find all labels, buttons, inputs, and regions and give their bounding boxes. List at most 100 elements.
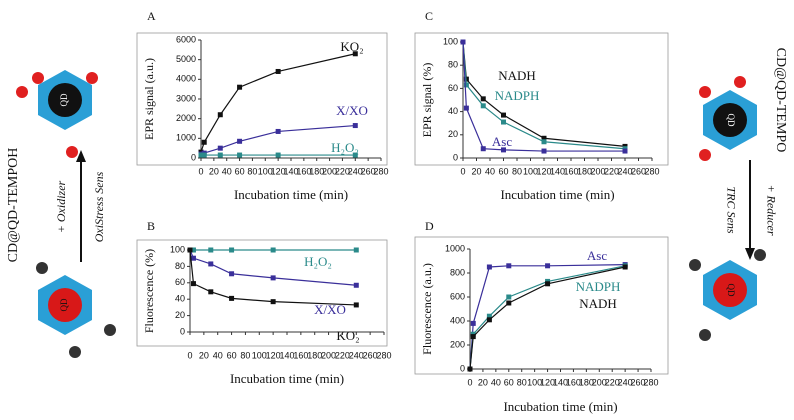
data-point — [352, 123, 358, 129]
x-tick-label: 80 — [512, 166, 522, 176]
data-point — [190, 281, 196, 287]
x-tick-label: 0 — [467, 377, 472, 387]
y-tick-label: 800 — [450, 267, 465, 277]
x-axis-label: Incubation time (min) — [230, 371, 344, 386]
radical — [66, 146, 78, 158]
y-axis-label: EPR signal (%) — [420, 63, 434, 138]
series-line — [462, 41, 625, 152]
left-reagent: + Oxidizer — [54, 180, 68, 233]
x-tick-label: 80 — [240, 350, 250, 360]
y-axis-label: EPR signal (a.u.) — [142, 58, 156, 140]
radical — [32, 72, 44, 84]
data-point — [217, 152, 223, 158]
qd-core — [713, 273, 747, 307]
x-tick-label: 60 — [504, 377, 514, 387]
series-label: NADPH — [495, 88, 540, 103]
chart-panel: A 0 20 40 60 80 100120140160180200220240260280… — [136, 9, 389, 202]
x-tick-label: 40 — [491, 377, 501, 387]
y-axis-label: Fluorescence (a.u.) — [420, 263, 434, 355]
y-axis-label: Fluorescence (%) — [142, 249, 156, 333]
data-point — [201, 152, 207, 158]
x-tick-label: 280 — [373, 166, 388, 176]
radical — [16, 86, 28, 98]
x-tick-label: 120 — [540, 377, 555, 387]
radical — [36, 262, 48, 274]
right-label: CD@QD-TEMPO — [773, 48, 788, 153]
x-tick-label: 160 — [563, 166, 578, 176]
x-tick-label: 280 — [644, 166, 659, 176]
y-tick-label: 1000 — [445, 243, 465, 253]
data-point — [190, 247, 196, 253]
radical — [104, 324, 116, 336]
data-point — [237, 152, 243, 158]
data-point — [541, 135, 547, 141]
x-tick-label: 80 — [247, 166, 257, 176]
data-point — [275, 128, 281, 134]
series-label: Asc — [492, 134, 512, 149]
data-point — [229, 271, 235, 277]
y-tick-label: 60 — [448, 83, 458, 93]
chart-panel: D0 20 40 60 80 100120140160180200220240260280… — [414, 219, 669, 414]
qd-core — [48, 83, 82, 117]
x-tick-label: 180 — [307, 350, 322, 360]
data-point — [480, 103, 486, 109]
data-point — [506, 300, 512, 306]
x-tick-label: 260 — [631, 377, 646, 387]
y-tick-label: 0 — [191, 152, 196, 162]
x-tick-label: 80 — [517, 377, 527, 387]
series-line — [189, 249, 357, 306]
data-point — [217, 112, 223, 118]
qd-core — [713, 103, 747, 137]
panel-frame — [136, 32, 388, 166]
radical — [699, 86, 711, 98]
x-tick-label: 160 — [293, 350, 308, 360]
data-point — [470, 334, 476, 340]
x-tick-label: 20 — [199, 350, 209, 360]
series-line — [462, 41, 626, 150]
qd-core — [48, 288, 82, 322]
data-point — [501, 147, 506, 153]
y-tick-label: 5000 — [176, 54, 196, 64]
data-point — [217, 145, 223, 151]
x-tick-label: 0 — [198, 166, 203, 176]
left-label: CD@QD-TEMPOH — [6, 148, 21, 263]
y-tick-label: 20 — [448, 129, 458, 139]
data-point — [480, 146, 486, 152]
data-point — [353, 302, 359, 308]
y-tick-label: 40 — [175, 294, 185, 304]
data-point — [270, 299, 276, 305]
chart-panel: B0 20 40 60 80 100120140160180200220240260280… — [136, 219, 392, 386]
series-label: H₂O₂ — [304, 254, 332, 269]
series-label: KO₂ — [340, 39, 363, 54]
data-point — [229, 295, 235, 301]
y-tick-label: 3000 — [176, 93, 196, 103]
arrow-head — [745, 248, 755, 260]
x-tick-label: 260 — [631, 166, 646, 176]
data-point — [187, 247, 193, 253]
x-tick-label: 20 — [209, 166, 219, 176]
x-tick-label: 260 — [363, 350, 378, 360]
x-tick-label: 200 — [321, 350, 336, 360]
x-tick-label: 200 — [590, 166, 605, 176]
data-point — [352, 152, 358, 158]
x-tick-label: 240 — [617, 166, 632, 176]
right-reagent: + Reducer — [764, 184, 778, 235]
series-label: NADPH — [576, 279, 621, 294]
x-tick-label: 100 — [258, 166, 273, 176]
panel-frame — [414, 32, 669, 166]
radical — [754, 249, 766, 261]
panel-frame — [414, 236, 669, 375]
data-point — [501, 119, 506, 125]
x-axis-label: Incubation time (min) — [500, 187, 614, 202]
data-point — [198, 152, 204, 158]
series-label: NADH — [579, 296, 617, 311]
y-tick-label: 2000 — [176, 113, 196, 123]
y-tick-label: 100 — [170, 244, 185, 254]
y-tick-label: 6000 — [176, 34, 196, 44]
x-tick-label: 60 — [235, 166, 245, 176]
y-tick-label: 1000 — [176, 133, 196, 143]
x-tick-label: 220 — [335, 350, 350, 360]
y-tick-label: 200 — [450, 339, 465, 349]
data-point — [208, 289, 214, 295]
